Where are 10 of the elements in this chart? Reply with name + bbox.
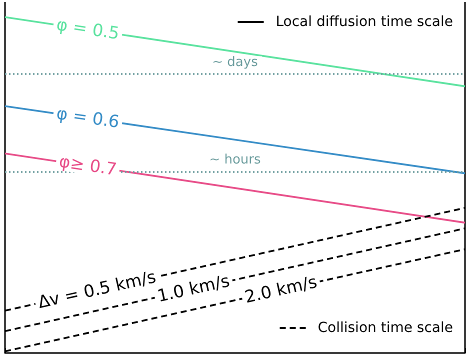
- annotation: Collision time scale: [318, 320, 453, 336]
- ref-line-label: ~ hours: [209, 152, 262, 168]
- text: 2.0 km/s: [243, 272, 320, 308]
- annotation: Local diffusion time scale: [276, 14, 453, 30]
- text: φ≥ 0.7: [58, 152, 118, 180]
- text: Δv = 0.5 km/s: [36, 267, 158, 313]
- text: 1.0 km/s: [156, 271, 232, 307]
- text: φ = 0.6: [55, 104, 121, 133]
- text: φ = 0.5: [55, 14, 121, 44]
- ref-line-label: ~ days: [212, 55, 258, 70]
